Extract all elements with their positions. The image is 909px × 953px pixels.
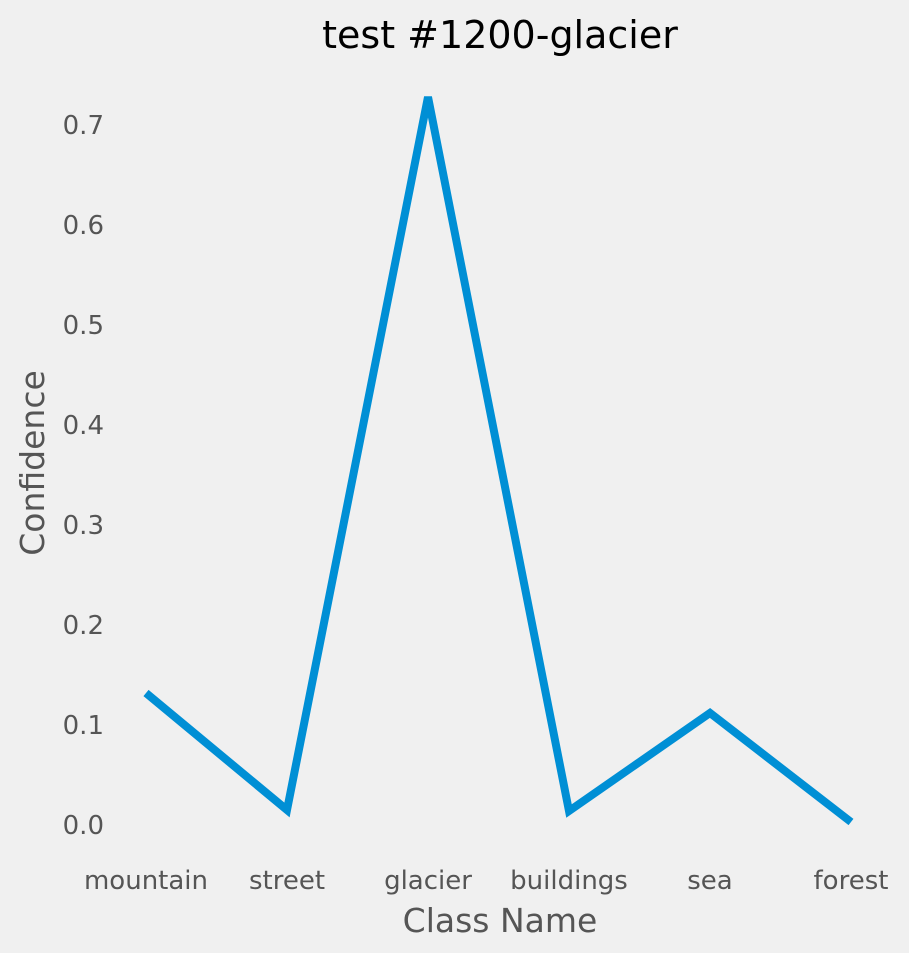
x-tick-label: forest <box>814 866 889 896</box>
y-tick-label: 0.0 <box>63 811 104 841</box>
x-axis-label: Class Name <box>403 901 598 940</box>
series-layer <box>143 96 854 826</box>
y-tick-label: 0.2 <box>63 611 104 641</box>
y-tick-label: 0.6 <box>63 211 104 241</box>
chart-title: test #1200-glacier <box>322 13 678 57</box>
y-tick-label: 0.7 <box>63 111 104 141</box>
x-tick-label: sea <box>687 866 732 896</box>
series-line <box>143 96 854 826</box>
x-axis-ticks: mountain street glacier buildings sea forest <box>84 866 888 896</box>
x-tick-label: glacier <box>384 866 472 896</box>
y-tick-label: 0.3 <box>63 511 104 541</box>
y-tick-label: 0.5 <box>63 311 104 341</box>
x-tick-label: mountain <box>84 866 208 896</box>
y-tick-label: 0.4 <box>63 411 104 441</box>
y-axis-label: Confidence <box>13 370 52 556</box>
x-tick-label: street <box>249 866 325 896</box>
y-tick-label: 0.1 <box>63 711 104 741</box>
x-tick-label: buildings <box>510 866 628 896</box>
y-axis-ticks: 0.0 0.1 0.2 0.3 0.4 0.5 0.6 0.7 <box>63 111 104 841</box>
